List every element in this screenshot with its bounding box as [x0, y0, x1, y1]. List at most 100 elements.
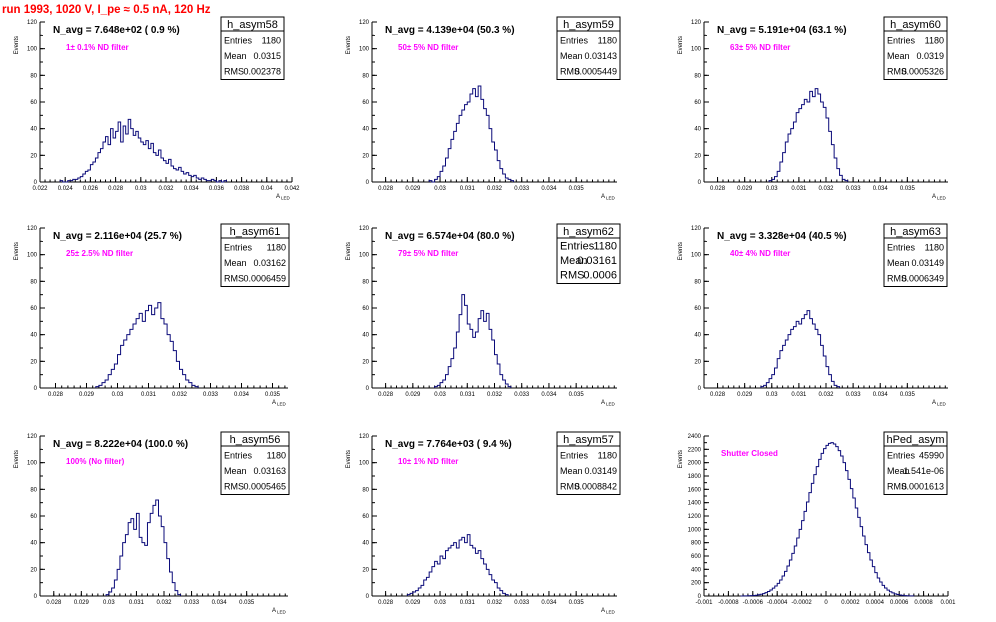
y-tick-label: 80 [362, 73, 369, 79]
y-tick-label: 80 [694, 73, 701, 79]
x-tick-label: 0.022 [32, 186, 48, 192]
histogram-panel-h_asym58: 0 20 40 60 80 100 120 0.022 0.024 0.026 0.028 0.03 0… [14, 16, 300, 201]
filter-label: 100% (No filter) [66, 457, 125, 466]
x-axis-title-sub: LED [277, 402, 287, 407]
stats-box [556, 30, 621, 80]
y-tick-label: 600 [691, 554, 702, 560]
x-tick-label: -0.0002 [791, 600, 812, 606]
x-axis-title: ALED [276, 194, 291, 201]
y-tick-label: 1200 [688, 514, 702, 520]
y-tick-label: 20 [30, 153, 37, 159]
x-tick-label: 0.028 [378, 186, 394, 192]
filter-label: 25± 2.5% ND filter [66, 249, 133, 258]
x-tick-label: -0.0008 [718, 600, 739, 606]
x-tick-label: 0.035 [265, 392, 281, 398]
y-tick-label: 0 [34, 594, 38, 600]
y-tick-label: 20 [362, 567, 369, 573]
y-tick-label: 60 [362, 514, 369, 520]
y-tick-label: 200 [691, 581, 702, 587]
x-tick-label: 0.034 [541, 392, 557, 398]
histogram-panel-h_asym59: 0 20 40 60 80 100 120 0.028 0.029 0.03 0.031 0.032 0… [346, 16, 621, 201]
x-axis-title-sub: LED [281, 196, 291, 201]
stats-box [883, 445, 948, 495]
x-tick-label: 0.031 [460, 392, 476, 398]
y-tick-label: 100 [359, 461, 370, 467]
y-tick-label: 40 [30, 541, 37, 547]
stats-mean-value: 0.03149 [911, 258, 944, 268]
y-tick-label: 120 [359, 226, 370, 232]
x-tick-label: 0.035 [239, 600, 255, 606]
x-tick-label: 0.03 [434, 600, 446, 606]
y-tick-label: 40 [30, 127, 37, 133]
stats-mean-label: Mean [224, 258, 247, 268]
histogram-panel-h_asym62: 0 20 40 60 80 100 120 0.028 0.029 0.03 0.031 0.032 0… [346, 223, 621, 407]
stats-box [220, 30, 285, 80]
x-axis-title: ALED [932, 400, 947, 407]
stats-entries-label: Entries [887, 451, 916, 461]
x-tick-label: 0.029 [737, 186, 753, 192]
y-tick-label: 80 [30, 279, 37, 285]
x-tick-label: 0.031 [129, 600, 145, 606]
stats-mean-label: Mean [560, 466, 583, 476]
y-tick-label: 0 [698, 180, 702, 186]
x-tick-label: -0.001 [695, 600, 713, 606]
histogram-series [59, 118, 227, 183]
x-tick-label: 0.035 [900, 392, 916, 398]
y-axis-title: Events [678, 36, 684, 54]
x-tick-label: 0.001 [940, 600, 956, 606]
stats-title: h_asym62 [563, 226, 614, 238]
y-axis-title: Events [678, 242, 684, 260]
y-tick-label: 100 [359, 47, 370, 53]
filter-label: 40± 4% ND filter [730, 249, 790, 258]
stats-title: h_asym58 [227, 19, 278, 31]
x-tick-label: 0.029 [405, 600, 421, 606]
stats-mean-value: 0.03143 [584, 51, 617, 61]
x-tick-label: 0.029 [405, 186, 421, 192]
stats-rms-label: RMS [224, 274, 244, 284]
stats-box [556, 237, 621, 284]
x-tick-label: 0.033 [514, 600, 530, 606]
x-tick-label: 0.029 [79, 392, 95, 398]
y-tick-label: 2000 [688, 461, 702, 467]
stats-mean-label: Mean [887, 51, 910, 61]
navg-label: N_avg = 2.116e+04 (25.7 %) [53, 231, 182, 242]
histogram-panel-h_asym60: 0 20 40 60 80 100 120 0.028 0.029 0.03 0.031 0.032 0… [678, 16, 948, 201]
x-tick-label: 0.032 [818, 186, 834, 192]
x-axis-title-sub: LED [606, 196, 616, 201]
filter-label: 10± 1% ND filter [398, 457, 458, 466]
x-tick-label: 0.0008 [914, 600, 933, 606]
filter-label: Shutter Closed [721, 449, 778, 458]
y-tick-label: 20 [694, 153, 701, 159]
stats-rms-value: 0.0005326 [901, 67, 944, 77]
navg-label: N_avg = 7.648e+02 ( 0.9 %) [53, 25, 180, 36]
x-tick-label: 0.033 [846, 186, 862, 192]
x-tick-label: 0.034 [184, 186, 200, 192]
stats-mean-value: 0.0315 [253, 51, 281, 61]
stats-rms-value: 0.0005449 [574, 67, 617, 77]
x-tick-label: 0.033 [184, 600, 200, 606]
stats-rms-label: RMS [887, 67, 907, 77]
stats-box [883, 30, 948, 80]
stats-entries-value: 1180 [925, 36, 944, 46]
y-tick-label: 100 [691, 47, 702, 53]
x-tick-label: 0.028 [48, 392, 64, 398]
x-tick-label: 0.028 [710, 392, 726, 398]
histogram-series [406, 534, 509, 596]
x-tick-label: 0.035 [569, 600, 585, 606]
y-tick-label: 40 [30, 333, 37, 339]
histogram-series [740, 442, 915, 597]
x-tick-label: 0.028 [710, 186, 726, 192]
y-tick-label: 0 [366, 386, 370, 392]
x-tick-label: 0.0002 [841, 600, 860, 606]
stats-rms-label: RMS [887, 482, 907, 492]
x-tick-label: 0.033 [514, 186, 530, 192]
x-tick-label: 0.029 [405, 392, 421, 398]
histogram-panel-h_asym63: 0 20 40 60 80 100 120 0.028 0.029 0.03 0.031 0.032 0… [678, 223, 948, 407]
y-axis-title: Events [678, 450, 684, 468]
x-tick-label: 0.03 [766, 186, 778, 192]
x-tick-label: 0.032 [487, 600, 503, 606]
stats-entries-value: 1180 [593, 241, 617, 253]
y-tick-label: 20 [30, 359, 37, 365]
x-tick-label: 0.034 [873, 186, 889, 192]
filter-label: 1± 0.1% ND filter [66, 43, 129, 52]
